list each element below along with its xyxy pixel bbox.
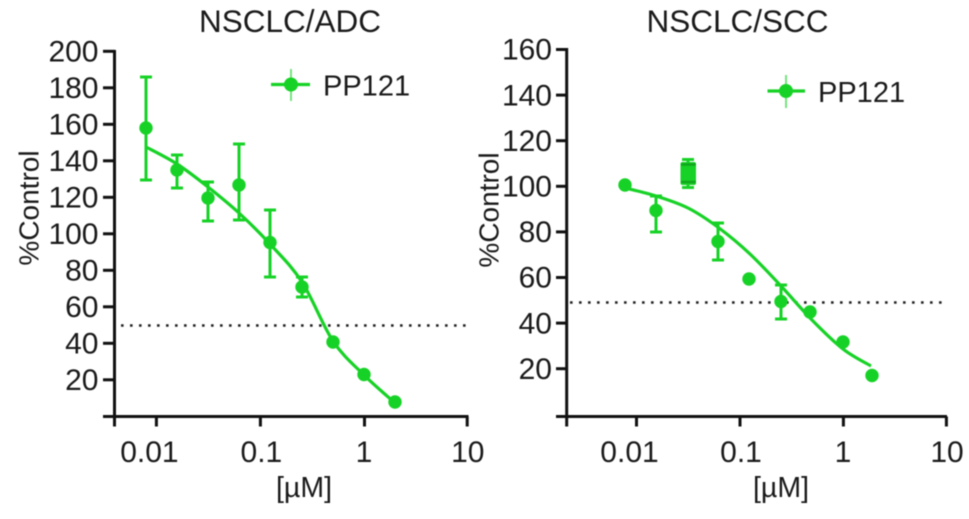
- svg-text:40: 40: [519, 307, 552, 340]
- svg-text:NSCLC/SCC: NSCLC/SCC: [646, 3, 828, 39]
- svg-text:PP121: PP121: [323, 71, 410, 103]
- svg-text:[µM]: [µM]: [753, 472, 809, 504]
- svg-text:40: 40: [65, 328, 98, 361]
- svg-text:1: 1: [356, 436, 373, 469]
- svg-text:0.01: 0.01: [120, 436, 178, 469]
- svg-text:80: 80: [65, 255, 98, 288]
- svg-text:20: 20: [65, 364, 98, 397]
- svg-text:120: 120: [502, 125, 552, 158]
- svg-text:20: 20: [519, 353, 552, 386]
- svg-text:160: 160: [48, 109, 98, 142]
- svg-text:10: 10: [451, 436, 484, 469]
- svg-text:140: 140: [502, 79, 552, 112]
- svg-text:200: 200: [48, 36, 98, 69]
- svg-text:60: 60: [65, 291, 98, 324]
- svg-text:140: 140: [48, 145, 98, 178]
- svg-text:60: 60: [519, 262, 552, 295]
- svg-text:0.01: 0.01: [600, 436, 658, 469]
- svg-text:1: 1: [835, 436, 852, 469]
- svg-text:0.1: 0.1: [241, 436, 283, 469]
- svg-text:100: 100: [48, 218, 98, 251]
- svg-text:NSCLC/ADC: NSCLC/ADC: [199, 3, 381, 39]
- svg-text:100: 100: [502, 171, 552, 204]
- svg-text:120: 120: [48, 182, 98, 215]
- svg-text:80: 80: [519, 216, 552, 249]
- svg-text:[µM]: [µM]: [276, 472, 332, 504]
- svg-text:180: 180: [48, 72, 98, 105]
- svg-text:%Control: %Control: [474, 152, 505, 267]
- svg-text:PP121: PP121: [818, 77, 905, 109]
- svg-text:0.1: 0.1: [720, 436, 762, 469]
- svg-text:10: 10: [930, 436, 963, 469]
- svg-text:%Control: %Control: [14, 150, 45, 265]
- svg-text:160: 160: [502, 34, 552, 67]
